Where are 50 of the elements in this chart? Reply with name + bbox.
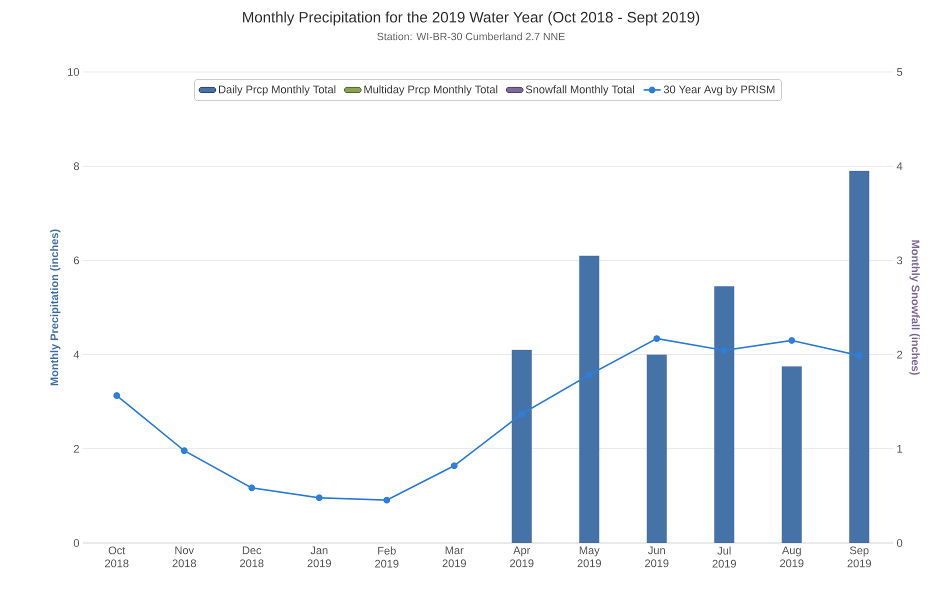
x-tick-label: Mar 2019 — [442, 546, 466, 568]
bar — [849, 170, 870, 543]
point — [720, 346, 728, 354]
y-tick-label: 8 — [74, 162, 80, 170]
y-tick-label: 6 — [74, 256, 80, 264]
point — [653, 335, 660, 342]
y-tick-label: 4 — [74, 350, 80, 358]
point — [450, 462, 458, 470]
y2-tick-label: 3 — [896, 256, 902, 264]
point — [316, 494, 323, 502]
point — [586, 371, 593, 378]
x-tick-label: Aug 2019 — [780, 546, 804, 568]
point — [788, 337, 796, 344]
x-tick-label: Jul 2019 — [712, 546, 736, 568]
y2-tick-label: 5 — [896, 68, 902, 76]
x-tick-label: May 2019 — [578, 546, 601, 568]
bar — [714, 286, 734, 543]
x-tick-label: Nov 2018 — [172, 546, 196, 568]
x-tick-label: Apr 2019 — [510, 546, 534, 568]
x-tick-label: Dec 2018 — [240, 546, 264, 568]
y-tick-label: 10 — [68, 68, 80, 76]
legend-label: Daily Prcp Monthly Total — [219, 85, 336, 96]
bar — [782, 366, 802, 543]
y-tick-label: 0 — [74, 539, 80, 547]
legend-label: Snowfall Monthly Total — [526, 85, 634, 96]
bar — [579, 256, 600, 543]
legend-label: Multiday Prcp Monthly Total — [364, 85, 498, 96]
point — [383, 496, 390, 504]
point — [113, 392, 120, 399]
chart-subtitle: Station: WI-BR-30 Cumberland 2.7 NNE — [377, 32, 565, 40]
y2-tick-label: 0 — [896, 539, 902, 547]
x-tick-label: Jan 2019 — [308, 546, 331, 568]
x-tick-label: Feb 2019 — [375, 546, 398, 568]
bar — [646, 354, 667, 543]
y-tick-label: 2 — [74, 444, 79, 453]
point — [180, 447, 188, 454]
y2-tick-label: 2 — [897, 350, 902, 358]
point — [248, 484, 256, 492]
x-tick-label: Jun 2019 — [645, 546, 668, 568]
legend-label: 30 Year Avg by PRISM — [664, 85, 774, 96]
y-axis-title: Monthly Precipitation (inches) — [50, 230, 60, 386]
chart-title: Monthly Precipitation for the 2019 Water Year (Oct 2018 - Sept 2019) — [243, 12, 700, 26]
x-tick-label: Sep 2019 — [848, 546, 871, 568]
y2-tick-label: 1 — [897, 445, 902, 453]
x-tick-label: Oct 2018 — [105, 546, 129, 568]
y2-tick-label: 4 — [896, 162, 902, 170]
y2-axis-title: Monthly Snowfall (inches) — [910, 240, 920, 375]
bar — [512, 350, 532, 543]
point — [518, 410, 526, 418]
point — [856, 352, 863, 359]
